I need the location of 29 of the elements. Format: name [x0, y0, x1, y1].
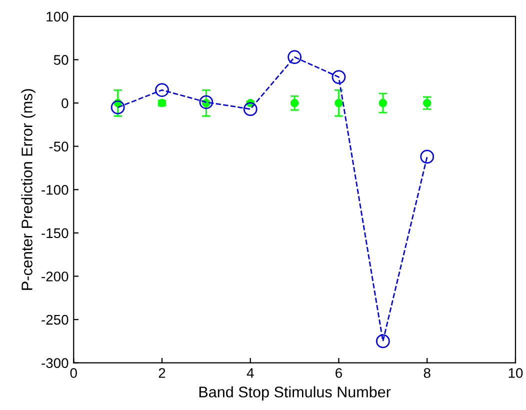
- x-tick-label: 6: [336, 368, 342, 378]
- y-tick-label: 100: [46, 12, 68, 22]
- x-tick-label: 2: [158, 368, 166, 378]
- y-axis-title: P-center Prediction Error (ms): [21, 89, 36, 290]
- point: [376, 334, 390, 348]
- x-tick-label: 8: [424, 368, 430, 378]
- y-tick-label: -250: [42, 314, 68, 325]
- point: [243, 102, 258, 116]
- point: [378, 98, 388, 108]
- y-tick-label: 0: [62, 98, 68, 108]
- y-tick-label: -200: [42, 272, 68, 282]
- point: [422, 98, 432, 108]
- x-tick-label: 10: [508, 368, 523, 378]
- y-tick-label: -150: [42, 228, 68, 238]
- point: [155, 83, 169, 97]
- point: [288, 50, 302, 64]
- y-tick-label: 50: [54, 55, 68, 65]
- x-tick-label: 4: [246, 368, 254, 378]
- x-tick-label: 0: [70, 368, 77, 378]
- x-axis-title: Band Stop Stimulus Number: [199, 386, 391, 400]
- y-tick-label: -300: [42, 358, 68, 368]
- y-tick-label: -50: [49, 142, 68, 152]
- point: [420, 150, 434, 164]
- point: [199, 95, 214, 110]
- point: [110, 100, 125, 114]
- y-tick-label: -100: [42, 184, 68, 195]
- point: [332, 70, 346, 84]
- point: [290, 98, 299, 108]
- point: [334, 98, 343, 108]
